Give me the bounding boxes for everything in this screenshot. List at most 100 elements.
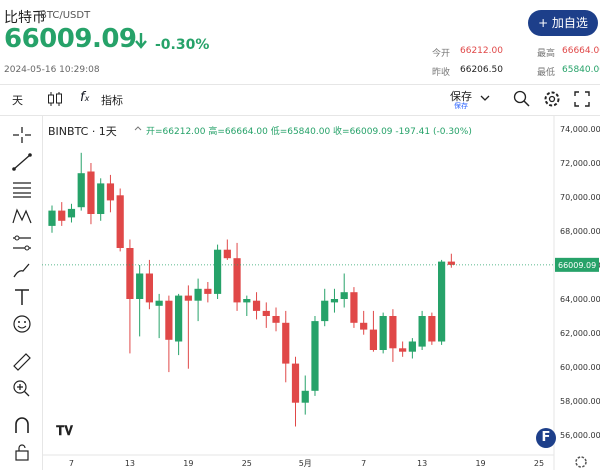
y-tick-label: 58,000.00	[560, 397, 600, 406]
x-tick-label: 5月	[299, 459, 312, 468]
high-label: 最高	[537, 49, 556, 59]
y-tick-label: 62,000.00	[560, 329, 600, 338]
open-label: 今开	[432, 49, 451, 59]
open-value: 66212.00	[460, 46, 503, 56]
candle-body	[311, 321, 319, 391]
candle-body	[87, 171, 95, 214]
chart-symbol: BINBTC · 1天	[48, 125, 117, 138]
emoji-icon[interactable]	[11, 314, 33, 334]
last-price-label: 66009.09	[558, 261, 596, 270]
candle-body	[389, 316, 397, 349]
brush-icon[interactable]	[11, 260, 33, 280]
trend-line-icon[interactable]	[11, 152, 33, 172]
candle-body	[282, 322, 290, 364]
candle-body	[204, 288, 212, 294]
add-watchlist-button[interactable]: + 加自选	[528, 10, 598, 36]
x-tick-label: 19	[183, 459, 193, 468]
candle-body	[48, 210, 56, 226]
prev-close-value: 66206.50	[460, 65, 503, 75]
x-tick-label: 19	[475, 459, 485, 468]
candle-body	[155, 300, 163, 306]
y-tick-label: 72,000.00	[560, 159, 600, 168]
save-sublabel: 保存	[454, 102, 468, 110]
candle-body	[97, 183, 105, 214]
high-value: 66664.00	[562, 46, 600, 56]
candle-body	[272, 316, 280, 323]
candle-body	[360, 322, 368, 330]
chart-settings-icon[interactable]	[572, 455, 590, 469]
lock-icon[interactable]	[11, 442, 33, 462]
indicators-button[interactable]: 指标	[101, 94, 123, 107]
candle-body	[291, 363, 300, 403]
candlestick-type-icon[interactable]	[46, 91, 64, 107]
chart-legend-ohlc: 开=66212.00 高=66664.00 低=65840.00 收=66009…	[146, 127, 472, 137]
x-tick-label: 13	[417, 459, 427, 468]
interval-selector[interactable]: 天	[12, 94, 23, 107]
candle-body	[428, 316, 436, 342]
x-tick-label: 7	[69, 459, 74, 468]
timestamp: 2024-05-16 10:29:08	[4, 65, 100, 75]
text-tool-icon[interactable]	[11, 287, 33, 307]
candle-body	[67, 208, 76, 218]
function-icon[interactable]: fx	[80, 90, 90, 105]
zoom-in-icon[interactable]	[11, 378, 33, 398]
pattern-icon[interactable]	[11, 206, 33, 226]
last-price-tag	[555, 257, 599, 272]
y-tick-label: 74,000.00	[560, 125, 600, 134]
candle-body	[77, 173, 85, 208]
candle-body	[262, 310, 270, 316]
down-arrow-icon	[135, 33, 147, 49]
fib-retracement-icon[interactable]	[11, 179, 33, 199]
save-button[interactable]: 保存	[450, 90, 472, 103]
candle-body	[379, 316, 387, 350]
crosshair-icon[interactable]	[11, 125, 33, 145]
eye-icon[interactable]	[133, 125, 143, 135]
candle-body	[369, 329, 378, 350]
tradingview-logo: 𝐓𝐕	[56, 424, 73, 439]
x-tick-label: 25	[242, 459, 252, 468]
y-tick-label: 70,000.00	[560, 193, 600, 202]
asset-pair: BTC/USDT	[40, 10, 91, 21]
candle-body	[399, 348, 407, 352]
low-label: 最低	[537, 68, 556, 78]
current-price: 66009.09	[4, 24, 137, 54]
quick-search-icon[interactable]	[512, 89, 532, 109]
candlestick-chart[interactable]: 56,000.00 58,000.00 60,000.00 62,000.00 64,0…	[42, 115, 600, 470]
chevron-down-icon[interactable]	[480, 94, 490, 102]
x-tick-label: 25	[534, 459, 544, 468]
price-change: -0.30%	[155, 37, 210, 53]
prediction-icon[interactable]	[11, 233, 33, 253]
asset-name: 比特币	[4, 10, 46, 26]
chart-toolbar	[0, 84, 600, 116]
low-value: 65840.00	[562, 65, 600, 75]
candle-body	[194, 288, 202, 301]
candle-body	[301, 390, 309, 403]
candle-body	[418, 316, 426, 347]
gear-icon[interactable]	[542, 89, 562, 109]
prev-close-label: 昨收	[432, 68, 451, 78]
candle-body	[330, 299, 339, 303]
candle-body	[252, 300, 261, 311]
x-tick-label: 13	[125, 459, 135, 468]
candle-body	[126, 248, 134, 299]
candle-body	[447, 261, 455, 265]
x-tick-label: 7	[361, 459, 366, 468]
candle-body	[165, 300, 173, 340]
candle-body	[243, 299, 251, 303]
y-tick-label: 60,000.00	[560, 363, 600, 372]
fullscreen-icon[interactable]	[572, 89, 592, 109]
candle-body	[106, 183, 115, 201]
ruler-icon[interactable]	[11, 351, 33, 371]
candle-body	[438, 261, 446, 342]
f-logo-badge: F	[536, 428, 556, 448]
candle-body	[340, 292, 348, 299]
candle-body	[116, 195, 124, 248]
y-tick-label: 68,000.00	[560, 227, 600, 236]
candle-body	[136, 273, 144, 299]
candle-body	[175, 295, 183, 342]
magnet-icon[interactable]	[11, 415, 33, 435]
y-tick-label: 56,000.00	[560, 431, 600, 440]
y-tick-label: 64,000.00	[560, 295, 600, 304]
candle-body	[408, 341, 416, 352]
candle-body	[58, 210, 66, 221]
